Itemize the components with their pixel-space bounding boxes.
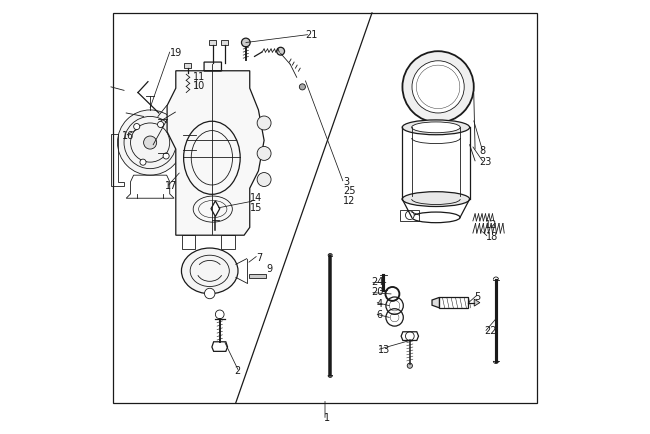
Circle shape <box>257 147 271 161</box>
Polygon shape <box>183 64 192 69</box>
Circle shape <box>118 111 183 176</box>
Circle shape <box>134 124 140 130</box>
Polygon shape <box>401 332 419 341</box>
Text: 20: 20 <box>372 287 384 296</box>
Polygon shape <box>209 41 216 46</box>
Text: 16: 16 <box>122 131 134 140</box>
Circle shape <box>163 154 169 160</box>
Text: 1: 1 <box>324 413 330 422</box>
Polygon shape <box>439 298 468 308</box>
Polygon shape <box>167 63 264 236</box>
Text: 13: 13 <box>378 345 390 354</box>
Text: 21: 21 <box>306 30 318 39</box>
Text: 12: 12 <box>485 220 497 230</box>
Text: 2: 2 <box>235 365 240 375</box>
Text: 25: 25 <box>343 186 356 196</box>
Ellipse shape <box>411 123 460 133</box>
Text: 3: 3 <box>343 177 349 186</box>
Text: 18: 18 <box>486 231 498 241</box>
Circle shape <box>144 137 157 150</box>
Text: 9: 9 <box>266 263 272 273</box>
Text: 19: 19 <box>170 48 182 58</box>
Text: 11: 11 <box>193 72 205 82</box>
Text: 10: 10 <box>193 81 205 90</box>
Text: 22: 22 <box>484 326 497 335</box>
Circle shape <box>412 62 464 114</box>
Text: 23: 23 <box>480 157 492 166</box>
Polygon shape <box>474 299 480 306</box>
Circle shape <box>257 173 271 187</box>
Text: 17: 17 <box>165 181 177 191</box>
Text: 15: 15 <box>250 203 262 212</box>
Text: 7: 7 <box>256 252 263 262</box>
Circle shape <box>406 211 414 220</box>
Circle shape <box>257 117 271 131</box>
Polygon shape <box>212 342 227 352</box>
Ellipse shape <box>402 192 470 207</box>
Text: 6: 6 <box>376 310 382 319</box>
Circle shape <box>157 122 164 128</box>
Circle shape <box>277 48 285 56</box>
Text: 4: 4 <box>376 298 382 308</box>
Circle shape <box>140 160 146 166</box>
Polygon shape <box>432 298 439 308</box>
Circle shape <box>407 363 413 368</box>
Circle shape <box>300 85 306 91</box>
Text: 8: 8 <box>480 146 486 156</box>
Ellipse shape <box>181 248 238 294</box>
Circle shape <box>205 289 215 299</box>
Text: 5: 5 <box>474 291 480 301</box>
Polygon shape <box>211 201 220 217</box>
Polygon shape <box>249 274 266 278</box>
Polygon shape <box>222 41 228 46</box>
Text: 12: 12 <box>343 196 355 205</box>
Circle shape <box>242 39 250 48</box>
Circle shape <box>402 52 474 123</box>
Text: 24: 24 <box>372 276 384 286</box>
Text: 14: 14 <box>250 193 262 202</box>
Circle shape <box>385 287 399 301</box>
Ellipse shape <box>402 121 470 135</box>
